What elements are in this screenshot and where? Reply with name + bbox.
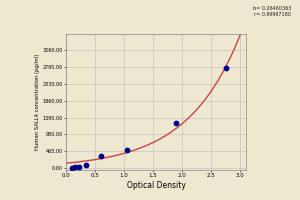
Point xyxy=(69,166,74,169)
Point xyxy=(72,166,77,169)
Point xyxy=(124,148,129,152)
Point xyxy=(84,164,89,167)
Point xyxy=(98,155,103,158)
Y-axis label: Human SALL4 concentration (pg/ml): Human SALL4 concentration (pg/ml) xyxy=(34,54,40,150)
Point xyxy=(76,165,81,168)
X-axis label: Optical Density: Optical Density xyxy=(127,181,185,190)
Point xyxy=(223,67,228,70)
Point xyxy=(174,121,179,124)
Text: b= 0.26460363
r= 0.99997180: b= 0.26460363 r= 0.99997180 xyxy=(253,6,291,17)
